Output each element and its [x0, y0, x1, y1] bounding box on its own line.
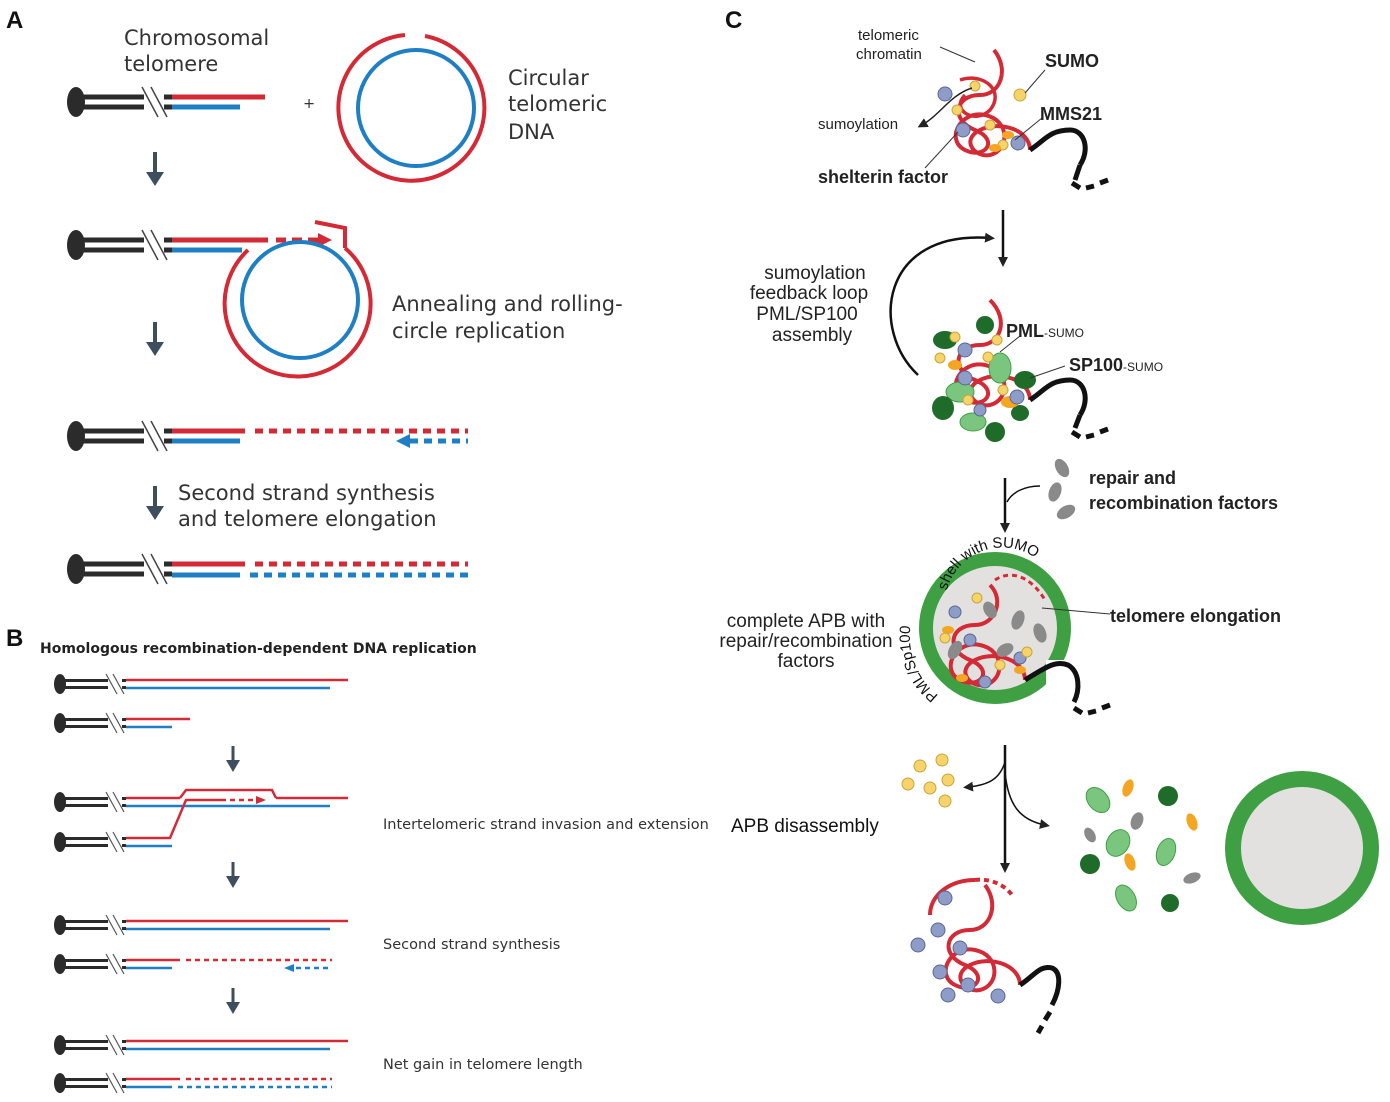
- panel-label-c: C: [725, 7, 742, 34]
- second-strand-label-1: Second strand synthesis: [178, 481, 435, 505]
- hr-row-1: [52, 672, 348, 735]
- pml-sp100-assembly-stage2: [932, 298, 1109, 442]
- step-arrow-b3: [224, 986, 242, 1016]
- sp100-name: SP100: [1069, 355, 1123, 375]
- sumoylation-label: sumoylation: [818, 116, 898, 133]
- mms21-label: MMS21: [1040, 104, 1102, 124]
- circular-dna-label-3: DNA: [508, 120, 555, 144]
- released-sumo: [901, 753, 955, 808]
- invasion-label: Intertelomeric strand invasion and exten…: [383, 817, 709, 833]
- chromosomal-telomere-label-2: telomere: [124, 52, 218, 76]
- sp100-sup: -SUMO: [1123, 360, 1163, 374]
- feedback-label-2: feedback loop: [750, 283, 868, 304]
- circular-dna-label-1: Circular: [508, 66, 589, 90]
- repair-factors-cluster: [1048, 458, 1076, 520]
- panel-label-a: A: [6, 7, 23, 34]
- hr-row-3: [52, 913, 348, 976]
- complete-apb-label-2: repair/recombination: [719, 631, 892, 652]
- complete-apb-stage3: [919, 552, 1111, 716]
- telomere-row-1: [67, 87, 265, 117]
- second-strand-b-label: Second strand synthesis: [383, 937, 560, 953]
- complete-apb-label-3: factors: [777, 651, 834, 672]
- pml-sup: -SUMO: [1044, 326, 1084, 340]
- net-gain-label: Net gain in telomere length: [383, 1057, 583, 1073]
- telomeric-chromatin-label-1: telomeric: [858, 27, 919, 44]
- telomeric-chromatin-label-2: chromatin: [856, 46, 922, 63]
- pml-sumo-label: PML-SUMO: [1006, 321, 1084, 341]
- released-factors: [1080, 779, 1201, 912]
- released-chromatin-stage4: [910, 877, 1062, 1035]
- shelterin-factor-label: shelterin factor: [818, 167, 948, 187]
- plus-sign: +: [303, 96, 315, 112]
- step-arrow-a2: [144, 320, 166, 358]
- feedback-loop-arrow: [889, 232, 995, 376]
- telomere-row-3: [67, 421, 468, 451]
- panel-label-b: B: [6, 625, 23, 652]
- sumo-release-arrow: [963, 761, 1006, 792]
- annealing-label-2: circle replication: [392, 319, 565, 343]
- step-arrow-b1: [224, 744, 242, 774]
- empty-pml-shell: [1225, 771, 1379, 925]
- step-arrow-b2: [224, 860, 242, 890]
- repair-join-arrow: [1006, 485, 1041, 503]
- feedback-label-4: assembly: [772, 325, 853, 346]
- repair-label-1: repair and: [1089, 468, 1176, 488]
- complete-apb-label-1: complete APB with: [727, 611, 885, 632]
- circular-dna-label-2: telomeric: [508, 92, 607, 116]
- circular-telomeric-dna: [336, 33, 487, 183]
- second-strand-label-2: and telomere elongation: [178, 507, 437, 531]
- feedback-label-1: sumoylation: [764, 263, 865, 284]
- sumo-label: SUMO: [1045, 51, 1099, 71]
- pml-name: PML: [1006, 321, 1044, 341]
- panel-b-title: Homologous recombination-dependent DNA r…: [40, 641, 477, 657]
- telomere-row-4: [67, 554, 468, 584]
- annealing-label-1: Annealing and rolling-: [392, 292, 623, 316]
- factor-release-arrow: [1004, 771, 1050, 829]
- chromosomal-telomere-label-1: Chromosomal: [124, 26, 269, 50]
- telomere-row-2: [67, 220, 373, 379]
- apb-disassembly-label: APB disassembly: [731, 816, 879, 837]
- feedback-label-3: PML/SP100: [756, 304, 857, 325]
- step-arrow-a3: [144, 484, 166, 522]
- hr-row-4: [52, 1033, 348, 1095]
- telomere-elongation-label: telomere elongation: [1110, 606, 1281, 626]
- telomeric-chromatin-stage1: [917, 46, 1109, 191]
- repair-label-2: recombination factors: [1089, 493, 1278, 513]
- sp100-sumo-label: SP100-SUMO: [1069, 355, 1163, 375]
- hr-row-2: [52, 788, 348, 854]
- step-arrow-a1: [144, 150, 166, 188]
